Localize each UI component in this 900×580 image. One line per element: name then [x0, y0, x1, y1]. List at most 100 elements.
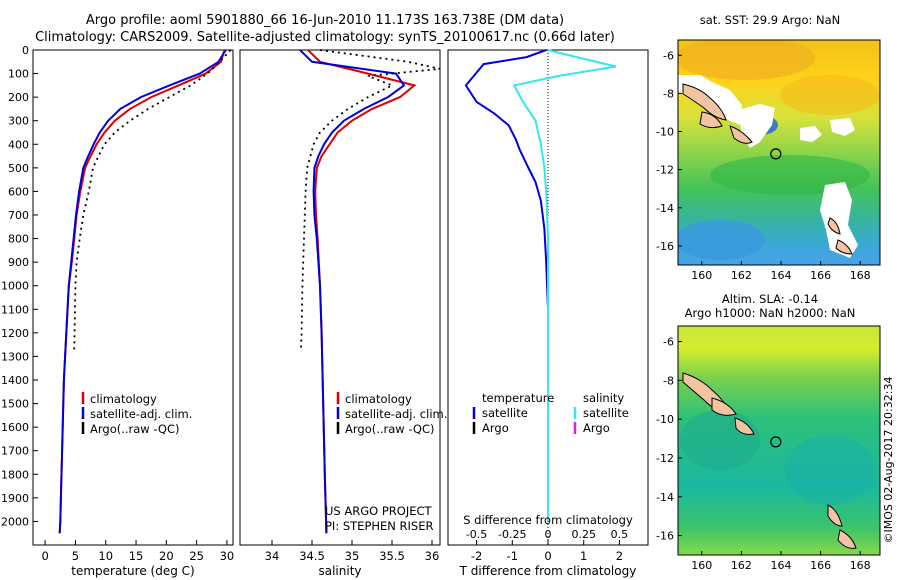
map-x-tick-label: 164 [770, 269, 791, 282]
map-y-tick-label: -10 [656, 126, 674, 139]
map-y-tick-label: -10 [656, 413, 674, 426]
x-tick-label: -1 [507, 549, 518, 563]
map-y-tick-label: -14 [656, 491, 674, 504]
y-tick-label: 0 [22, 44, 29, 57]
y-tick-label: 400 [8, 138, 29, 151]
legend-s-satellite: satellite [583, 406, 629, 420]
legend-label-climatology: climatology [90, 392, 157, 406]
temperature-series [58, 49, 232, 534]
temperature-plot-frame [32, 49, 234, 546]
x-tick-label: 36 [425, 549, 440, 563]
sst-map-axes: 160 162 164 166 168 -6 -8 -10 -12 -14 -16 [656, 49, 871, 282]
x-tick-label: 34.5 [299, 549, 325, 563]
y-tick-label: 1600 [1, 421, 29, 434]
y-tick-label: 1000 [1, 280, 29, 293]
map-y-tick-label: -8 [663, 87, 674, 100]
map-x-tick-label: 160 [691, 269, 712, 282]
legend-label-satellite: satellite-adj. clim. [90, 407, 192, 421]
x-tick-label: 34 [265, 549, 280, 563]
salinity-series [299, 49, 441, 534]
map-y-tick-label: -12 [656, 452, 674, 465]
series-satellite-line [58, 49, 227, 534]
map-x-tick-label: 162 [731, 559, 752, 572]
pi-annotation: PI: STEPHEN RISER [325, 519, 434, 533]
y-tick-label: 100 [8, 68, 29, 81]
y-tick-label: 1500 [1, 398, 29, 411]
map-x-tick-label: 166 [810, 559, 831, 572]
series-satellite-line [299, 49, 406, 534]
project-annotation: US ARGO PROJECT [325, 504, 433, 518]
x-tick-label: 25 [189, 549, 204, 563]
y-tick-label: 200 [8, 91, 29, 104]
map-y-tick-label: -6 [663, 49, 674, 62]
sla-map-title-1: Altim. SLA: -0.14 [722, 292, 818, 306]
sla-map-image [678, 326, 880, 555]
legend-label-argo: Argo(..raw -QC) [90, 422, 180, 436]
map-y-tick-label: -8 [663, 374, 674, 387]
y-tick-label: 300 [8, 115, 29, 128]
sla-map-title-2: Argo h1000: NaN h2000: NaN [685, 306, 856, 320]
x-tick-label: 35 [345, 549, 360, 563]
y-tick-label: 600 [8, 185, 29, 198]
x-tick-label: 30 [220, 549, 235, 563]
x-tick-label: 0 [41, 549, 48, 563]
legend-label-argo: Argo(..raw -QC) [345, 422, 435, 436]
map-y-tick-label: -14 [656, 202, 674, 215]
x-tick-label: 10 [98, 549, 113, 563]
map-y-tick-label: -6 [663, 336, 674, 349]
y-tick-label: 1200 [1, 327, 29, 340]
temperature-x-label: temperature (deg C) [71, 564, 194, 578]
y-tick-label: 1900 [1, 492, 29, 505]
x-tick-label: 15 [129, 549, 144, 563]
temperature-x-axis: 0 5 10 15 20 25 30 [41, 540, 234, 563]
legend-t-satellite: satellite [482, 406, 528, 420]
legend-s-argo: Argo [583, 421, 610, 435]
sst-map-title: sat. SST: 29.9 Argo: NaN [700, 13, 841, 27]
map-x-tick-label: 168 [850, 559, 871, 572]
imos-timestamp: ©IMOS 02-Aug-2017 20:32:34 [882, 377, 895, 544]
y-tick-label: 2000 [1, 515, 29, 528]
s-tick-label: 0 [545, 528, 552, 541]
sst-profile-marker [770, 148, 782, 160]
y-tick-label: 900 [8, 256, 29, 269]
legend-salinity-header: salinity [583, 391, 624, 405]
sst-map-frame [677, 39, 881, 266]
x-tick-label: 0 [544, 549, 551, 563]
s-difference-label: S difference from climatology [463, 513, 633, 527]
y-tick-label: 1300 [1, 350, 29, 363]
y-tick-label: 1400 [1, 374, 29, 387]
sla-map-panel: Altim. SLA: -0.14 Argo h1000: NaN h2000:… [656, 292, 881, 572]
map-x-tick-label: 160 [691, 559, 712, 572]
x-tick-label: 5 [72, 549, 79, 563]
series-satellite_s-line [512, 49, 617, 522]
y-tick-label: 1700 [1, 445, 29, 458]
series-argo-line [299, 49, 441, 352]
difference-panel: -2 -0.5 -1 -0.25 0 0 1 0.25 2 0.5 temperature sal… [447, 49, 649, 578]
sla-map-frame [677, 325, 881, 556]
y-tick-label: 700 [8, 209, 29, 222]
salinity-x-label: salinity [318, 564, 361, 578]
y-tick-label: 1100 [1, 303, 29, 316]
sla-profile-marker [770, 436, 782, 448]
figure-title-line-2: Climatology: CARS2009. Satellite-adjuste… [35, 30, 615, 45]
legend-label-climatology: climatology [345, 392, 412, 406]
sla-map-axes: 160 162 164 166 168 -6 -8 -10 -12 -14 -16 [656, 336, 871, 572]
x-tick-label: 20 [159, 549, 174, 563]
y-tick-label: 1800 [1, 468, 29, 481]
difference-series [464, 49, 617, 522]
x-tick-label: -2 [471, 549, 482, 563]
map-x-tick-label: 164 [770, 559, 791, 572]
y-tick-label: 500 [8, 162, 29, 175]
legend-label-satellite: satellite-adj. clim. [345, 407, 447, 421]
s-tick-label: -0.5 [466, 528, 487, 541]
s-tick-label: 0.25 [571, 528, 596, 541]
y-tick-label: 800 [8, 233, 29, 246]
depth-axis: 0 100 200 300 400 500 600 700 800 900 1000 1100 1200… [1, 44, 38, 528]
s-tick-label: 0.5 [611, 528, 629, 541]
salinity-plot-frame [239, 49, 441, 546]
x-tick-label: 35.5 [379, 549, 405, 563]
legend-temperature-header: temperature [482, 391, 554, 405]
